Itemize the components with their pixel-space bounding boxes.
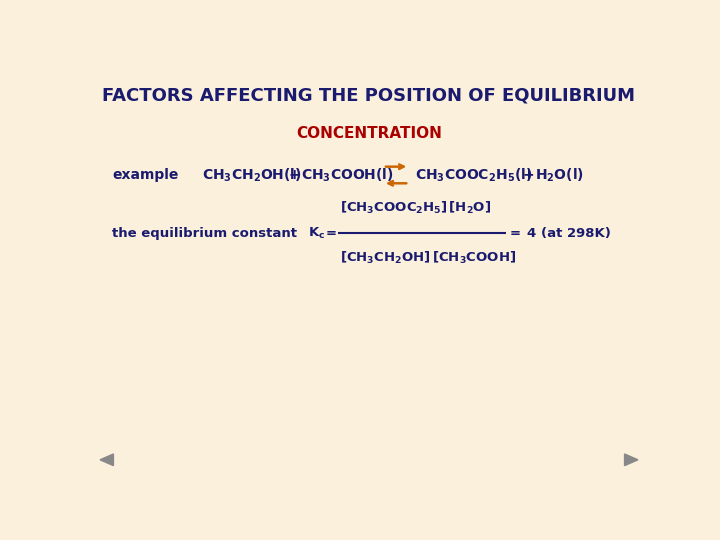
- Polygon shape: [624, 454, 638, 465]
- Text: +: +: [288, 168, 300, 182]
- Text: $\mathregular{CH_3CH_2OH(l)}$: $\mathregular{CH_3CH_2OH(l)}$: [202, 166, 302, 184]
- Text: the equilibrium constant: the equilibrium constant: [112, 227, 297, 240]
- Text: $\mathregular{CH_3COOH(l)}$: $\mathregular{CH_3COOH(l)}$: [301, 166, 394, 184]
- Text: =: =: [325, 227, 336, 240]
- Text: FACTORS AFFECTING THE POSITION OF EQUILIBRIUM: FACTORS AFFECTING THE POSITION OF EQUILI…: [102, 87, 636, 105]
- Text: $\mathregular{[CH_3CH_2OH]\,[CH_3COOH]}$: $\mathregular{[CH_3CH_2OH]\,[CH_3COOH]}$: [340, 250, 516, 266]
- Text: $\mathregular{[CH_3COOC_2H_5]\,[H_2O]}$: $\mathregular{[CH_3COOC_2H_5]\,[H_2O]}$: [340, 200, 491, 217]
- Text: (at 298K): (at 298K): [541, 227, 611, 240]
- Text: =: =: [510, 227, 521, 240]
- Text: CONCENTRATION: CONCENTRATION: [296, 126, 442, 141]
- Text: $\mathregular{H_2O(l)}$: $\mathregular{H_2O(l)}$: [535, 166, 584, 184]
- Text: $\mathregular{CH_3COOC_2H_5(l)}$: $\mathregular{CH_3COOC_2H_5(l)}$: [415, 166, 532, 184]
- Polygon shape: [100, 454, 114, 465]
- Text: $\mathregular{K_c}$: $\mathregular{K_c}$: [307, 226, 325, 241]
- Text: example: example: [112, 168, 179, 182]
- Text: 4: 4: [527, 227, 536, 240]
- Text: +: +: [523, 168, 534, 182]
